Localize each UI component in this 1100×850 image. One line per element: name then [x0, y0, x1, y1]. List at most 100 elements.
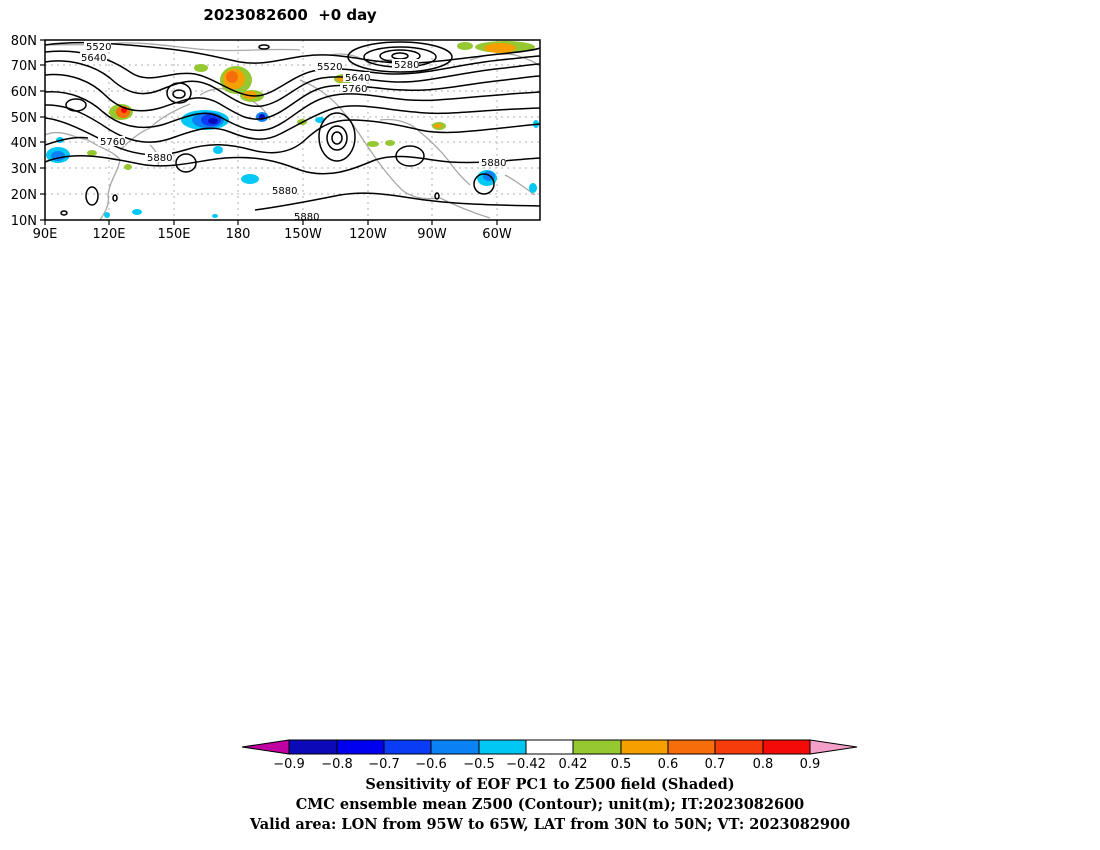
shade-negative-patch	[212, 214, 218, 218]
contour-closed-low	[166, 82, 192, 104]
colorbar: −0.9 −0.8 −0.7 −0.6 −0.5 −0.42 0.42 0.5 …	[241, 739, 858, 772]
map-frame	[44, 39, 541, 221]
contour-label: 5760	[100, 137, 125, 148]
colorbar-label: 0.42	[559, 757, 588, 772]
contour-label: 5760	[342, 84, 367, 95]
lon-label: 150E	[157, 227, 190, 242]
colorbar-label: −0.9	[273, 757, 305, 772]
coastline-caribbean	[504, 174, 536, 196]
shade-positive-patch	[457, 42, 473, 50]
contour-line	[44, 155, 541, 175]
contour-label-bg	[84, 41, 111, 51]
contour-label-bg	[479, 157, 506, 167]
contour-label: 5880	[147, 153, 172, 164]
coastline-central-america	[439, 197, 491, 219]
colorbar-swatch	[336, 739, 385, 755]
lon-label: 90E	[33, 227, 58, 242]
contour-label-bg	[80, 52, 107, 62]
latitude-labels: 80N 70N 60N 50N 40N 30N 20N 10N	[11, 34, 37, 229]
contour-line	[44, 91, 541, 132]
coastline-east-asia	[119, 103, 191, 151]
map-title: 2023082600 +0 day	[203, 6, 377, 24]
shade-positive-patch	[434, 124, 442, 128]
contour-closed-high	[434, 192, 440, 200]
colorbar-left-arrow	[241, 739, 290, 755]
colorbar-right-arrow	[809, 739, 858, 755]
contour-label: 5640	[345, 73, 370, 84]
lat-label: 20N	[11, 188, 37, 203]
lon-label: 60W	[482, 227, 512, 242]
contour-label-bg	[343, 72, 370, 82]
map-panel: 5520 5640 5520 5640 5760 5280 5760 5880 …	[11, 34, 541, 242]
lat-label: 40N	[11, 136, 37, 151]
contour-label-bg	[145, 152, 172, 162]
contour-closed-low	[326, 125, 348, 151]
colorbar-swatch	[478, 739, 527, 755]
lat-label: 70N	[11, 59, 37, 74]
colorbar-label: −0.5	[463, 757, 495, 772]
contour-closed-low	[172, 89, 186, 99]
colorbar-label: −0.7	[368, 757, 400, 772]
contour-closed-high	[112, 194, 118, 202]
caption-line-3: Valid area: LON from 95W to 65W, LAT fro…	[249, 816, 851, 833]
colorbar-swatch	[572, 739, 622, 755]
colorbar-swatch	[288, 739, 338, 755]
contour-line	[44, 73, 541, 120]
colorbar-swatch	[620, 739, 669, 755]
shade-positive-patch	[226, 71, 238, 83]
contour-label-bg	[392, 59, 419, 69]
colorbar-label: −0.6	[415, 757, 447, 772]
contour-closed-high	[395, 145, 425, 167]
colorbar-label: 0.8	[753, 757, 774, 772]
z500-contours	[44, 41, 541, 216]
contour-label: 5520	[86, 42, 111, 53]
shade-positive-patch	[484, 43, 516, 53]
contour-label: 5520	[317, 62, 342, 73]
contour-label-bg	[98, 136, 125, 146]
shade-negative-patch	[213, 146, 223, 154]
contour-closed-high	[85, 186, 99, 206]
lat-label: 80N	[11, 34, 37, 49]
shade-negative-patch	[208, 118, 218, 124]
shade-negative-patch	[104, 212, 110, 218]
contour-line	[44, 136, 89, 146]
lon-label: 90W	[417, 227, 447, 242]
colorbar-swatch	[383, 739, 432, 755]
contour-closed-low	[65, 98, 87, 112]
shade-positive-patch	[385, 140, 395, 146]
colorbar-swatch	[525, 739, 574, 755]
contour-closed-high	[60, 210, 68, 216]
contour-line	[44, 117, 541, 156]
coastline-na-west	[299, 79, 441, 200]
shade-positive-patch	[367, 141, 379, 147]
contour-closed-low	[391, 52, 409, 60]
coastline-na-east	[379, 118, 471, 186]
lon-label: 150W	[284, 227, 322, 242]
contour-closed-low	[331, 131, 343, 145]
colorbar-label: −0.42	[506, 757, 546, 772]
contour-label-bg	[270, 185, 297, 195]
colorbar-label: 0.9	[800, 757, 821, 772]
colorbar-label: 0.7	[705, 757, 726, 772]
contour-label: 5280	[394, 60, 419, 71]
shade-negative-patch	[529, 183, 537, 193]
lat-label: 50N	[11, 111, 37, 126]
longitude-labels: 90E 120E 150E 180 150W 120W 90W 60W	[33, 227, 512, 242]
contour-line	[44, 60, 541, 108]
contour-line	[254, 192, 541, 211]
colorbar-label: 0.6	[658, 757, 679, 772]
contour-label: 5880	[294, 212, 319, 223]
contour-line	[44, 41, 541, 64]
colorbar-swatch	[430, 739, 480, 755]
lon-label: 120W	[349, 227, 387, 242]
contour-closed-high	[175, 153, 197, 173]
colorbar-label: −0.8	[321, 757, 353, 772]
caption-line-1: Sensitivity of EOF PC1 to Z500 field (Sh…	[365, 776, 735, 793]
contour-line	[44, 104, 541, 143]
colorbar-swatch	[714, 739, 764, 755]
shade-positive-patch	[124, 164, 132, 170]
contour-closed-high	[473, 173, 495, 195]
contour-label-bg	[315, 61, 342, 71]
contour-label: 5640	[81, 53, 106, 64]
